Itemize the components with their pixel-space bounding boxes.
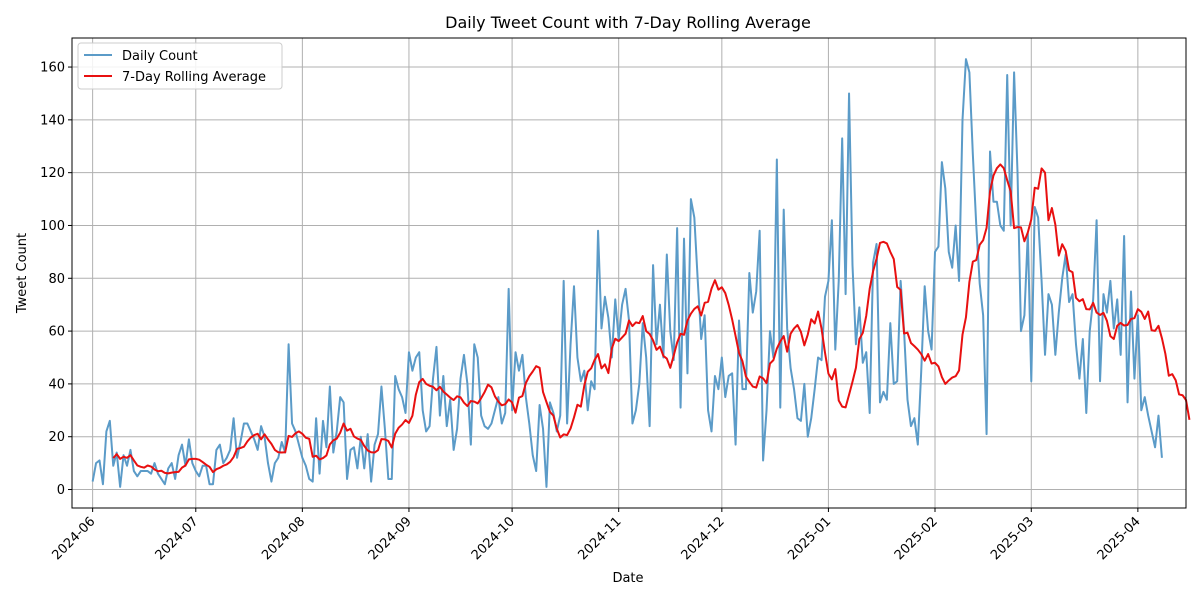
- legend: Daily Count 7-Day Rolling Average: [77, 42, 283, 90]
- y-tick-label: 60: [48, 325, 65, 340]
- y-tick-label: 120: [40, 166, 65, 181]
- y-axis: 0 20 40 60 80 100 120 140 160: [40, 61, 72, 498]
- y-tick-label: 0: [57, 483, 65, 498]
- y-tick-label: 140: [40, 113, 65, 128]
- y-axis-title: Tweet Count: [15, 233, 30, 314]
- legend-box: [77, 42, 283, 90]
- chart-title: Daily Tweet Count with 7-Day Rolling Ave…: [445, 13, 811, 32]
- y-tick-label: 160: [40, 61, 65, 76]
- y-tick-label: 20: [48, 430, 65, 445]
- y-tick-label: 100: [40, 219, 65, 234]
- x-axis-title: Date: [612, 571, 643, 586]
- y-tick-label: 40: [48, 377, 65, 392]
- series-line-rolling-average: [112, 163, 1191, 475]
- series-layer: [91, 58, 1191, 488]
- legend-label-daily-count: Daily Count: [122, 49, 198, 64]
- legend-label-rolling-average: 7-Day Rolling Average: [122, 70, 266, 85]
- y-tick-label: 80: [48, 272, 65, 287]
- series-line-daily-count: [91, 58, 1163, 488]
- plot-area-frame: [71, 37, 1187, 509]
